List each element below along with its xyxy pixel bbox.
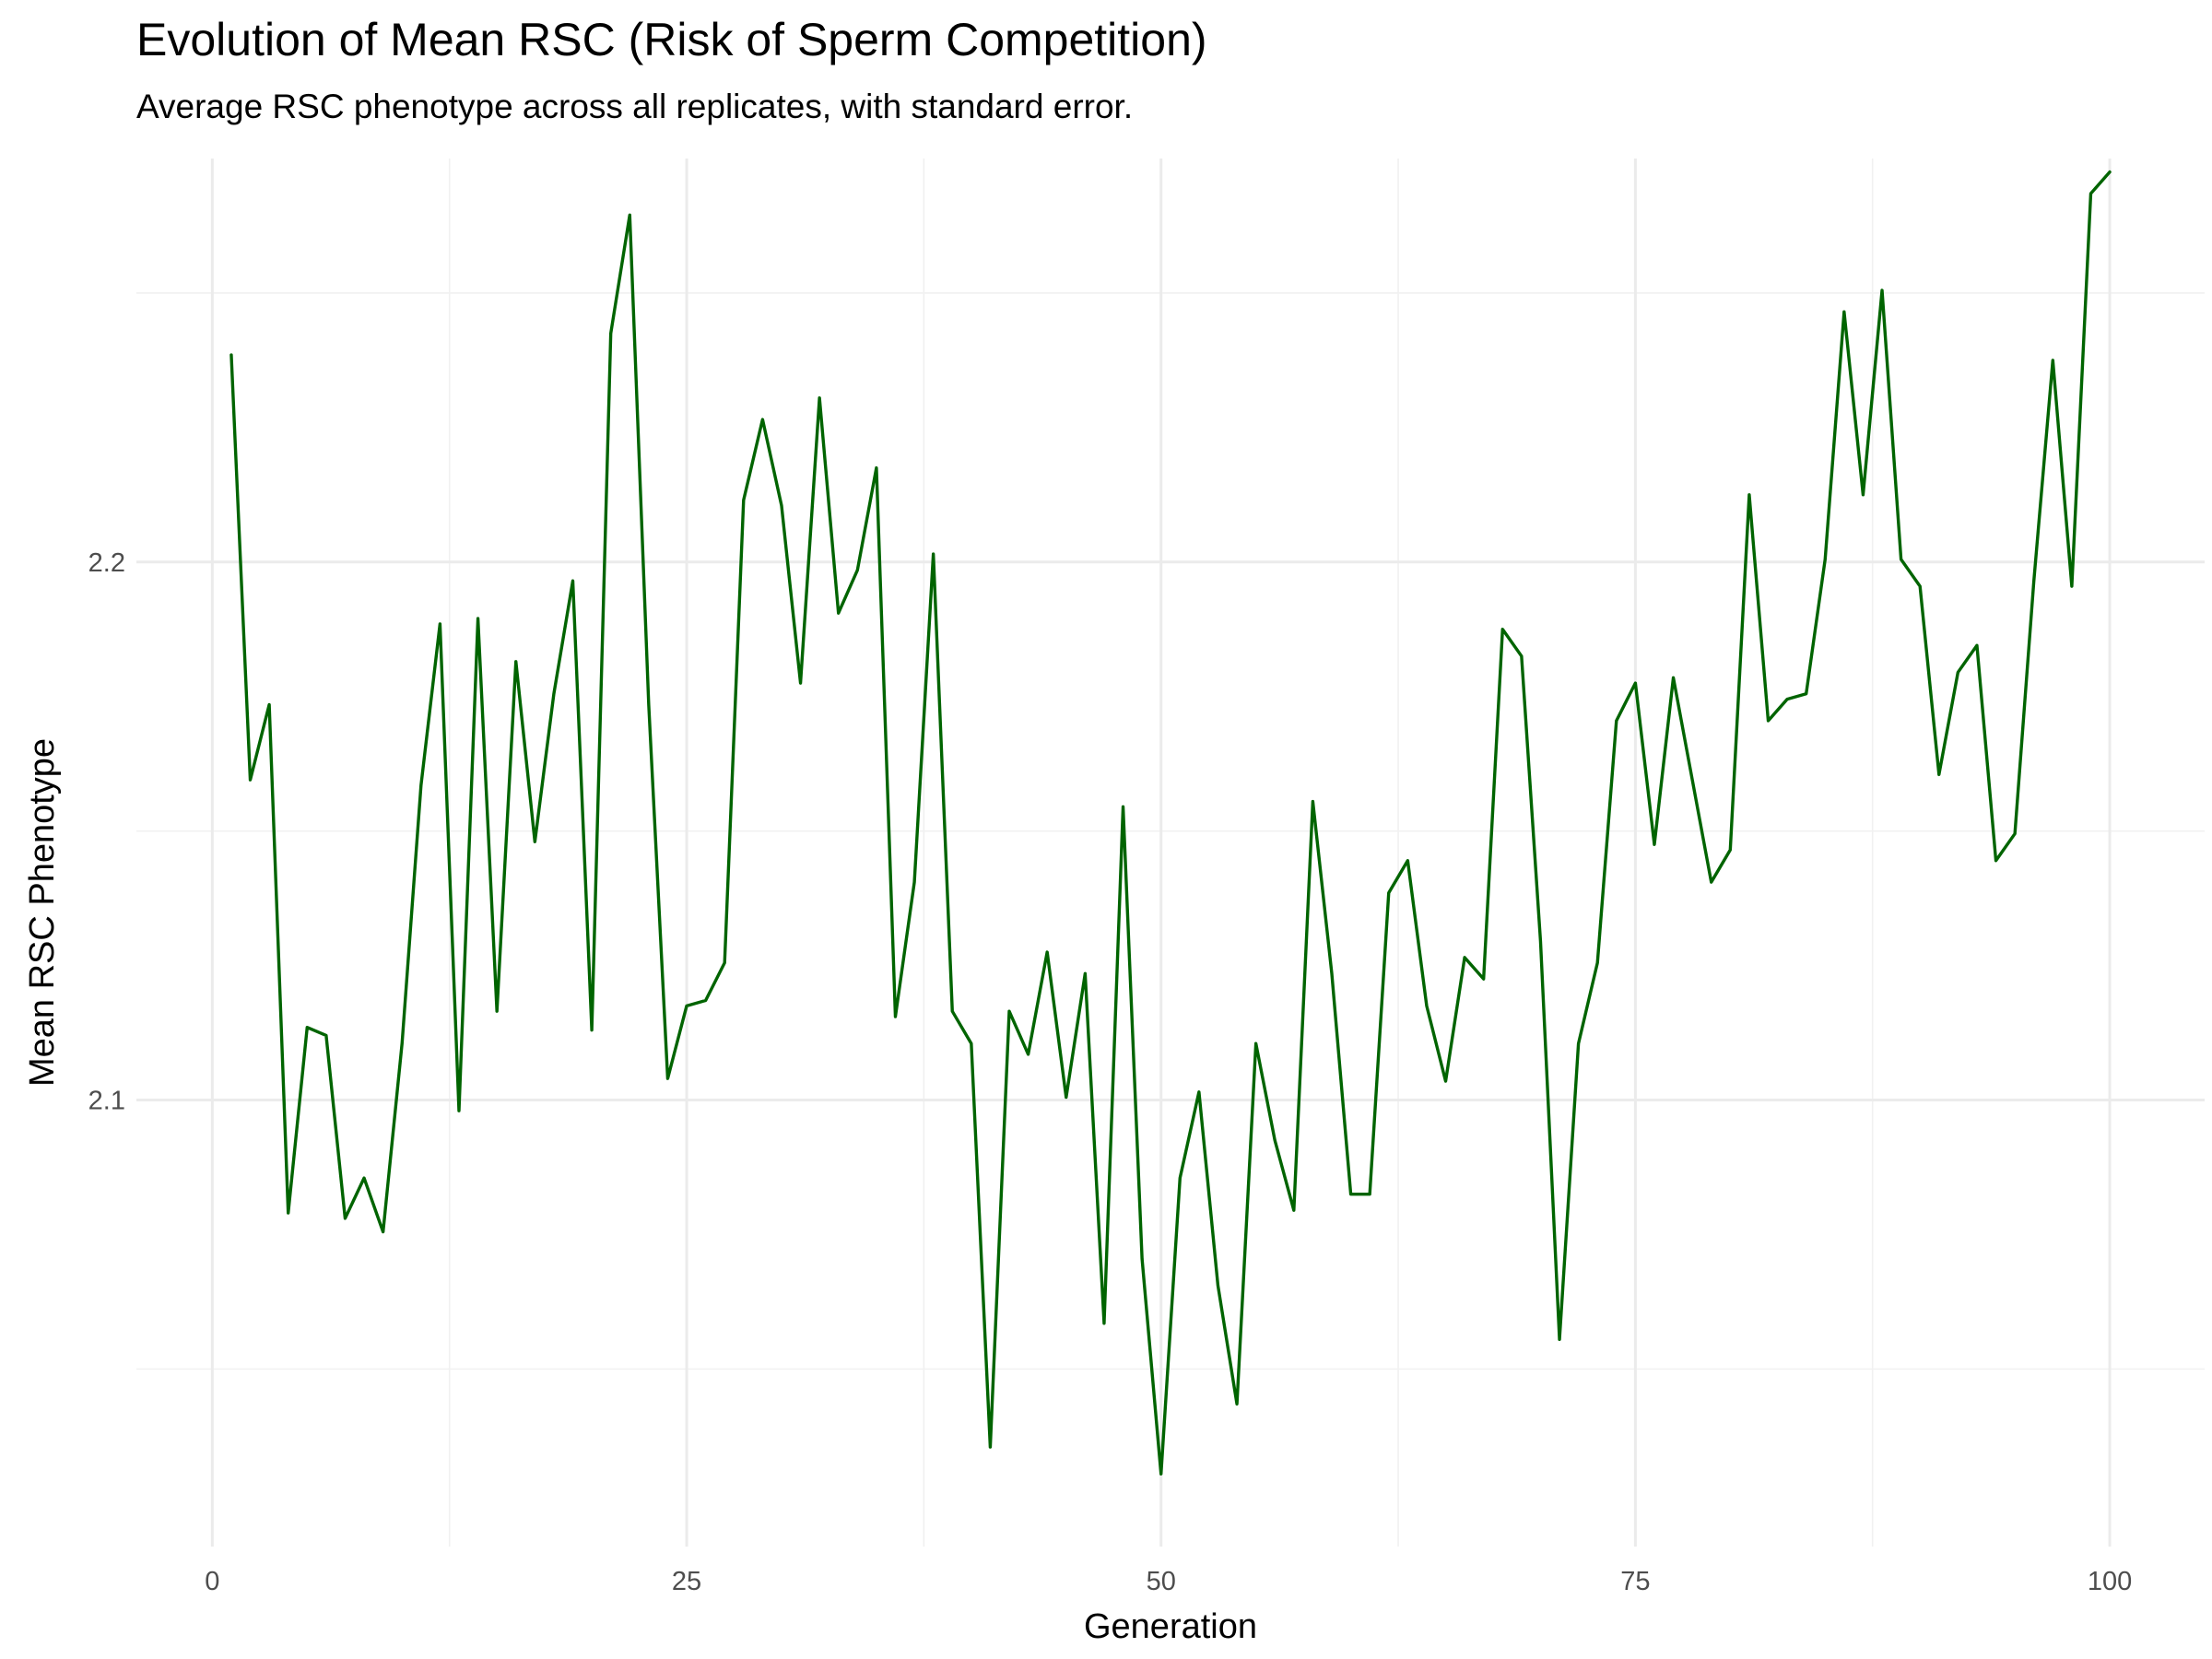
x-tick-label: 100 bbox=[2088, 1567, 2132, 1596]
x-tick-label: 75 bbox=[1620, 1567, 1650, 1596]
y-tick-label: 2.1 bbox=[88, 1087, 125, 1116]
series-line-mean-rsc bbox=[229, 170, 2112, 1476]
y-axis-title: Mean RSC Phenotype bbox=[23, 738, 62, 1087]
chart-subtitle: Average RSC phenotype across all replica… bbox=[136, 88, 1133, 125]
x-tick-label: 50 bbox=[1147, 1567, 1176, 1596]
y-axis-tick-labels: 2.1 2.2 bbox=[88, 548, 125, 1116]
x-tick-label: 0 bbox=[205, 1567, 219, 1596]
x-axis-tick-labels: 0 25 50 75 100 bbox=[205, 1567, 2132, 1596]
major-gridlines bbox=[136, 159, 2205, 1547]
y-tick-label: 2.2 bbox=[88, 548, 125, 578]
chart-title: Evolution of Mean RSC (Risk of Sperm Com… bbox=[136, 14, 1207, 65]
x-axis-title: Generation bbox=[1084, 1607, 1257, 1646]
x-tick-label: 25 bbox=[672, 1567, 701, 1596]
